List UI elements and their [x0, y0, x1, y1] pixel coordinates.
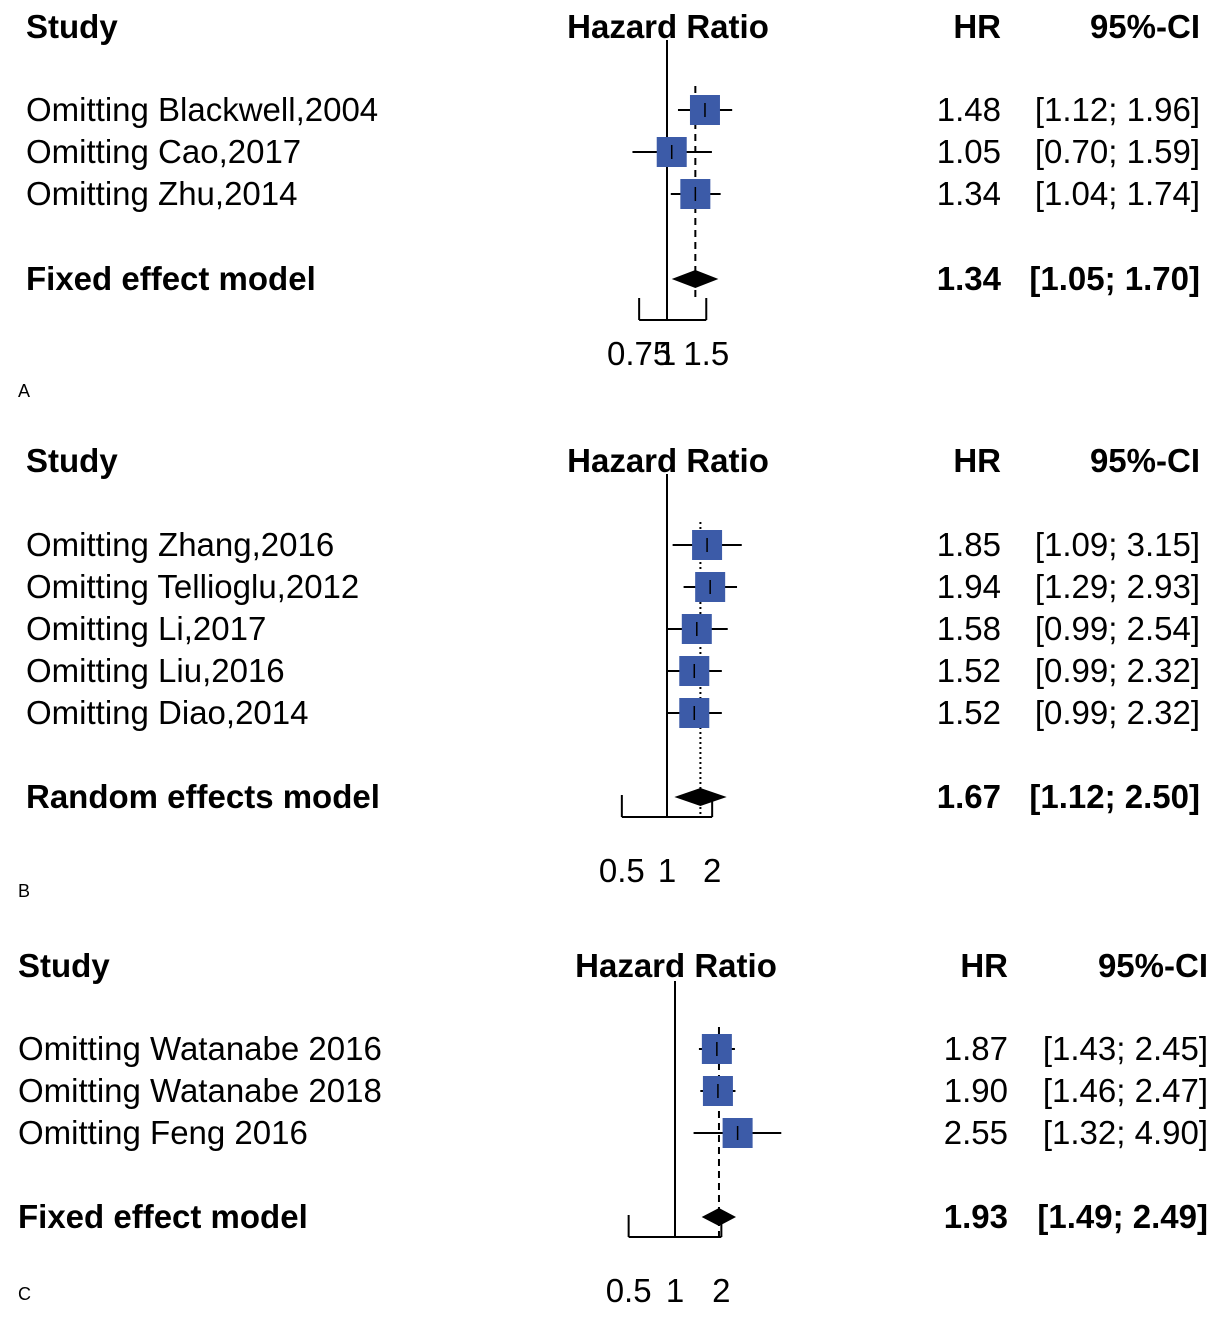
hr-value: 1.87 [944, 1030, 1008, 1067]
ci-value: [0.99; 2.32] [1035, 652, 1200, 689]
ci-value: [1.43; 2.45] [1043, 1030, 1208, 1067]
model-label: Random effects model [26, 778, 380, 815]
study-label: Omitting Zhang,2016 [26, 526, 334, 563]
x-tick-label: 0.5 [606, 1272, 652, 1309]
hr-value: 1.52 [937, 694, 1001, 731]
hr-value: 1.94 [937, 568, 1001, 605]
study-label: Omitting Blackwell,2004 [26, 91, 378, 128]
column-header-measure: Hazard Ratio [567, 442, 769, 479]
study-label: Omitting Feng 2016 [18, 1114, 308, 1151]
pooled-diamond [671, 270, 719, 288]
model-ci-value: [1.05; 1.70] [1029, 260, 1200, 297]
pooled-diamond [674, 788, 727, 806]
study-label: Omitting Watanabe 2018 [18, 1072, 382, 1109]
x-tick-label: 0.5 [599, 852, 645, 889]
panel-label: A [18, 381, 31, 401]
x-tick-label: 2 [703, 852, 721, 889]
column-header-measure: Hazard Ratio [567, 8, 769, 45]
column-header-hr: HR [953, 442, 1001, 479]
ci-value: [0.70; 1.59] [1035, 133, 1200, 170]
column-header-study: Study [26, 442, 118, 479]
model-hr-value: 1.34 [937, 260, 1002, 297]
hr-value: 1.52 [937, 652, 1001, 689]
study-label: Omitting Li,2017 [26, 610, 266, 647]
hr-value: 1.34 [937, 175, 1001, 212]
x-tick-label: 1 [666, 1272, 684, 1309]
column-header-study: Study [26, 8, 118, 45]
x-tick-label: 0.75 [607, 335, 671, 372]
ci-value: [1.12; 1.96] [1035, 91, 1200, 128]
ci-value: [0.99; 2.32] [1035, 694, 1200, 731]
study-label: Omitting Tellioglu,2012 [26, 568, 359, 605]
forest-panel-a: Study Hazard Ratio HR 95%-CI Omitting Blackw… [0, 0, 1219, 420]
x-tick-label: 1.5 [683, 335, 729, 372]
forest-plot-b: Study Hazard Ratio HR 95%-CI Omitting Zhang,… [26, 442, 1200, 889]
hr-value: 1.58 [937, 610, 1001, 647]
model-ci-value: [1.49; 2.49] [1037, 1198, 1208, 1235]
pooled-diamond [701, 1208, 737, 1226]
panel-label: C [18, 1284, 31, 1304]
study-label: Omitting Cao,2017 [26, 133, 301, 170]
panel-label: B [18, 881, 31, 901]
forest-plot-c: Study Hazard Ratio HR 95%-CI Omitting Watana… [18, 947, 1208, 1309]
hr-value: 1.05 [937, 133, 1001, 170]
column-header-ci: 95%-CI [1098, 947, 1208, 984]
model-label: Fixed effect model [26, 260, 316, 297]
study-label: Omitting Zhu,2014 [26, 175, 297, 212]
x-tick-label: 2 [712, 1272, 730, 1309]
ci-value: [0.99; 2.54] [1035, 610, 1200, 647]
ci-value: [1.09; 3.15] [1035, 526, 1200, 563]
forest-panel-b: Study Hazard Ratio HR 95%-CI Omitting Zhang,… [0, 430, 1219, 901]
model-ci-value: [1.12; 2.50] [1029, 778, 1200, 815]
ci-value: [1.46; 2.47] [1043, 1072, 1208, 1109]
column-header-ci: 95%-CI [1090, 442, 1200, 479]
study-label: Omitting Liu,2016 [26, 652, 285, 689]
forest-panel-c: Study Hazard Ratio HR 95%-CI Omitting Watana… [0, 935, 1219, 1319]
hr-value: 1.85 [937, 526, 1001, 563]
hr-value: 1.48 [937, 91, 1001, 128]
model-hr-value: 1.67 [937, 778, 1001, 815]
study-label: Omitting Watanabe 2016 [18, 1030, 382, 1067]
hr-value: 1.90 [944, 1072, 1008, 1109]
ci-value: [1.04; 1.74] [1035, 175, 1200, 212]
column-header-hr: HR [953, 8, 1001, 45]
model-hr-value: 1.93 [944, 1198, 1008, 1235]
column-header-study: Study [18, 947, 110, 984]
study-label: Omitting Diao,2014 [26, 694, 308, 731]
x-tick-label: 1 [658, 335, 676, 372]
forest-plot-a: Study Hazard Ratio HR 95%-CI Omitting Blackw… [26, 8, 1200, 372]
column-header-hr: HR [960, 947, 1008, 984]
column-header-measure: Hazard Ratio [575, 947, 777, 984]
ci-value: [1.32; 4.90] [1043, 1114, 1208, 1151]
ci-value: [1.29; 2.93] [1035, 568, 1200, 605]
hr-value: 2.55 [944, 1114, 1008, 1151]
column-header-ci: 95%-CI [1090, 8, 1200, 45]
model-label: Fixed effect model [18, 1198, 308, 1235]
x-tick-label: 1 [658, 852, 676, 889]
